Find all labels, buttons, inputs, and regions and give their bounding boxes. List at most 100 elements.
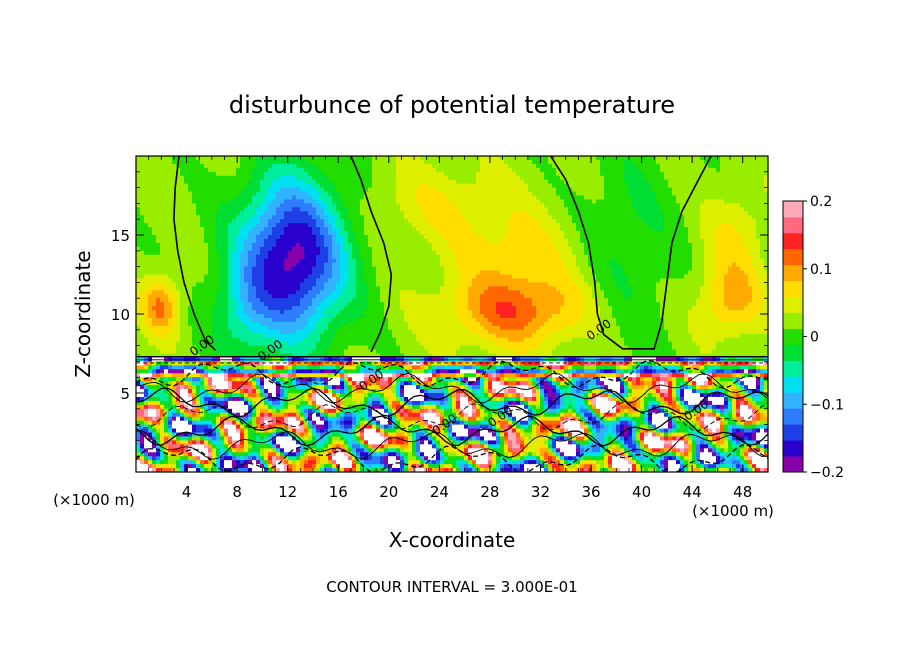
- heatmap-cell: [264, 302, 269, 306]
- heatmap-cell: [328, 180, 333, 184]
- heatmap-cell: [284, 322, 289, 326]
- heatmap-cell: [232, 302, 237, 306]
- heatmap-cell: [308, 172, 313, 176]
- heatmap-cell: [220, 271, 225, 275]
- heatmap-cell: [288, 215, 293, 219]
- heatmap-cell: [320, 168, 325, 172]
- heatmap-cell: [148, 215, 153, 219]
- heatmap-cell: [276, 219, 281, 223]
- heatmap-cell: [320, 306, 325, 310]
- heatmap-cell: [312, 286, 317, 290]
- heatmap-cell: [204, 259, 209, 263]
- heatmap-cell: [176, 306, 181, 310]
- heatmap-cell: [336, 239, 341, 243]
- heatmap-cell: [192, 421, 197, 425]
- heatmap-cell: [256, 282, 261, 286]
- heatmap-cell: [140, 413, 145, 417]
- heatmap-cell: [172, 247, 177, 251]
- heatmap-cell: [312, 421, 317, 425]
- heatmap-cell: [152, 231, 157, 235]
- heatmap-cell: [296, 164, 301, 168]
- heatmap-cell: [296, 310, 301, 314]
- heatmap-cell: [192, 243, 197, 247]
- heatmap-cell: [308, 282, 313, 286]
- heatmap-cell: [316, 397, 321, 401]
- heatmap-cell: [332, 290, 337, 294]
- heatmap-cell: [160, 436, 165, 440]
- heatmap-cell: [136, 433, 141, 437]
- heatmap-cell: [172, 290, 177, 294]
- heatmap-cell: [280, 215, 285, 219]
- heatmap-cell: [328, 381, 333, 385]
- heatmap-cell: [304, 275, 309, 279]
- heatmap-cell: [188, 271, 193, 275]
- heatmap-cell: [284, 413, 289, 417]
- heatmap-cell: [292, 401, 297, 405]
- heatmap-cell: [308, 188, 313, 192]
- heatmap-cell: [216, 215, 221, 219]
- heatmap-cell: [292, 334, 297, 338]
- heatmap-cell: [196, 310, 201, 314]
- heatmap-cell: [280, 196, 285, 200]
- heatmap-cell: [152, 188, 157, 192]
- heatmap-cell: [152, 275, 157, 279]
- heatmap-cell: [240, 247, 245, 251]
- heatmap-cell: [320, 184, 325, 188]
- heatmap-cell: [320, 227, 325, 231]
- heatmap-cell: [284, 448, 289, 452]
- heatmap-cell: [240, 215, 245, 219]
- heatmap-cell: [252, 172, 257, 176]
- heatmap-cell: [300, 168, 305, 172]
- heatmap-cell: [204, 460, 209, 464]
- heatmap-cell: [280, 369, 285, 373]
- heatmap-cell: [240, 365, 245, 369]
- heatmap-cell: [144, 464, 149, 468]
- heatmap-cell: [332, 389, 337, 393]
- heatmap-cell: [332, 223, 337, 227]
- heatmap-cell: [320, 275, 325, 279]
- heatmap-cell: [292, 314, 297, 318]
- heatmap-cell: [272, 298, 277, 302]
- heatmap-cell: [252, 448, 257, 452]
- heatmap-cell: [304, 334, 309, 338]
- heatmap-cell: [300, 310, 305, 314]
- heatmap-cell: [208, 294, 213, 298]
- heatmap-cell: [260, 389, 265, 393]
- heatmap-cell: [308, 203, 313, 207]
- heatmap-cell: [184, 389, 189, 393]
- heatmap-cell: [136, 251, 141, 255]
- heatmap-cell: [256, 259, 261, 263]
- heatmap-cell: [240, 330, 245, 334]
- heatmap-cell: [216, 393, 221, 397]
- heatmap-cell: [316, 314, 321, 318]
- heatmap-cell: [332, 180, 337, 184]
- heatmap-cell: [180, 393, 185, 397]
- heatmap-cell: [180, 436, 185, 440]
- heatmap-cell: [264, 365, 269, 369]
- heatmap-cell: [200, 385, 205, 389]
- heatmap-cell: [176, 215, 181, 219]
- heatmap-cell: [188, 330, 193, 334]
- heatmap-cell: [324, 156, 329, 160]
- heatmap-cell: [168, 444, 173, 448]
- heatmap-cell: [328, 460, 333, 464]
- heatmap-cell: [196, 251, 201, 255]
- heatmap-cell: [180, 460, 185, 464]
- heatmap-cell: [268, 306, 273, 310]
- heatmap-cell: [244, 180, 249, 184]
- heatmap-cell: [268, 401, 273, 405]
- heatmap-cell: [156, 290, 161, 294]
- heatmap-cell: [280, 330, 285, 334]
- heatmap-cell: [284, 338, 289, 342]
- heatmap-cell: [324, 176, 329, 180]
- heatmap-cell: [168, 231, 173, 235]
- heatmap-cell: [248, 188, 253, 192]
- heatmap-cell: [152, 235, 157, 239]
- heatmap-cell: [236, 346, 241, 350]
- heatmap-cell: [232, 429, 237, 433]
- heatmap-cell: [312, 247, 317, 251]
- heatmap-cell: [172, 318, 177, 322]
- heatmap-cell: [228, 282, 233, 286]
- heatmap-cell: [288, 314, 293, 318]
- heatmap-cell: [144, 346, 149, 350]
